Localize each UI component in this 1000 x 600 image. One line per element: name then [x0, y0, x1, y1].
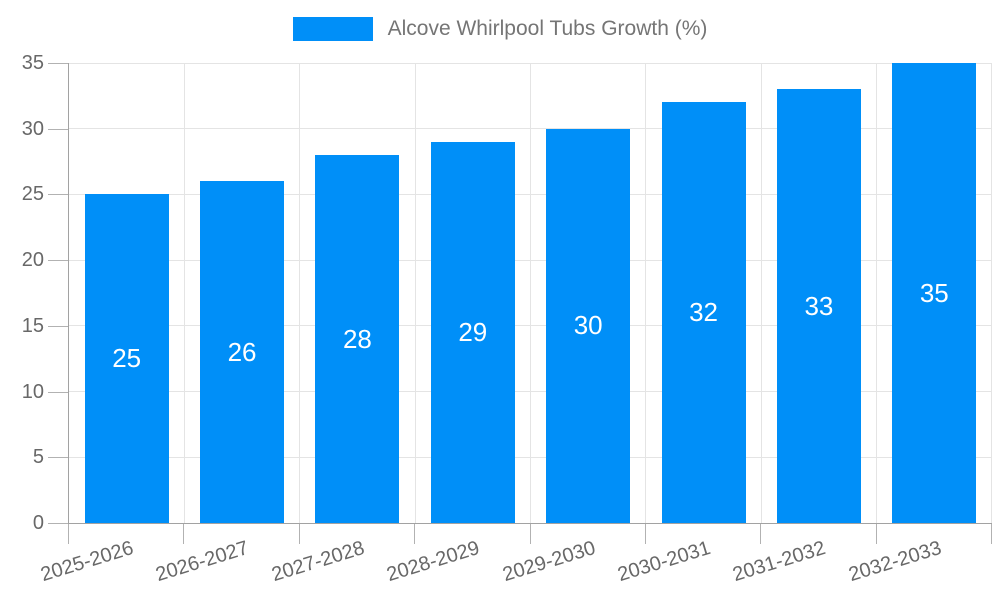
v-gridline: [991, 63, 992, 523]
bar-value-label: 32: [689, 297, 719, 328]
v-gridline: [876, 63, 878, 523]
plot-area: 25 26 28 29 30 32 33 35: [68, 63, 992, 524]
y-axis-tick-label: 30: [21, 117, 44, 140]
y-axis-tick-mark: [48, 63, 68, 64]
y-axis-tick-label: 10: [21, 380, 44, 403]
bar-2032-2033[interactable]: 35: [892, 63, 977, 523]
x-axis-tick-mark: [644, 524, 646, 544]
y-axis-tick-mark: [48, 194, 68, 196]
chart-legend[interactable]: Alcove Whirlpool Tubs Growth (%): [0, 17, 1000, 41]
y-axis-tick-mark: [48, 260, 68, 262]
v-gridline: [530, 63, 531, 523]
bar-value-label: 28: [342, 323, 372, 354]
bar-2030-2031[interactable]: 32: [661, 102, 746, 523]
legend-swatch-icon: [292, 17, 373, 41]
bar-value-label: 30: [573, 310, 603, 341]
x-axis-tick-label: 2031-2032: [730, 537, 829, 587]
v-gridline: [183, 63, 185, 523]
bar-value-label: 26: [227, 336, 257, 367]
y-axis-tick-label: 25: [21, 183, 44, 206]
bar-value-label: 25: [112, 343, 142, 374]
y-axis-tick-mark: [48, 523, 68, 524]
y-axis-tick-label: 5: [32, 446, 44, 469]
x-axis-tick-mark: [991, 524, 992, 544]
y-axis-tick-mark: [48, 457, 68, 459]
x-axis-tick-label: 2027-2028: [268, 537, 367, 587]
y-axis-tick-mark: [48, 391, 68, 393]
v-gridline: [414, 63, 416, 523]
y-axis-tick-mark: [48, 128, 68, 130]
x-axis-tick-label: 2025-2026: [38, 537, 137, 587]
v-gridline: [760, 63, 762, 523]
bar-value-label: 29: [458, 316, 488, 347]
y-axis-tick-label: 35: [21, 52, 44, 74]
bar-2027-2028[interactable]: 28: [315, 155, 400, 523]
y-axis-tick-mark: [48, 325, 68, 327]
y-axis-tick-label: 0: [32, 512, 44, 534]
x-axis-tick-label: 2026-2027: [153, 537, 252, 587]
bar-2028-2029[interactable]: 29: [430, 141, 515, 523]
x-axis-tick-mark: [414, 524, 416, 544]
y-axis-tick-label: 20: [21, 249, 44, 272]
v-gridline: [299, 63, 301, 523]
v-gridline: [645, 63, 647, 523]
bar-value-label: 33: [804, 290, 834, 321]
bar-2025-2026[interactable]: 25: [84, 194, 169, 523]
x-axis-tick-mark: [529, 524, 531, 544]
y-axis-tick-label: 15: [21, 314, 44, 337]
bar-2029-2030[interactable]: 30: [546, 128, 631, 523]
x-axis-tick-mark: [183, 524, 185, 544]
x-axis-tick-mark: [68, 524, 69, 544]
x-axis-tick-label: 2029-2030: [499, 537, 598, 587]
bar-2031-2032[interactable]: 33: [776, 89, 861, 523]
x-axis-tick-mark: [760, 524, 762, 544]
x-axis-tick-mark: [298, 524, 300, 544]
bar-value-label: 35: [919, 277, 949, 308]
bar-2026-2027[interactable]: 26: [200, 181, 285, 523]
x-axis-tick-mark: [875, 524, 877, 544]
x-axis-tick-label: 2028-2029: [384, 537, 483, 587]
x-axis-tick-label: 2030-2031: [615, 537, 713, 587]
legend-label: Alcove Whirlpool Tubs Growth (%): [387, 17, 708, 40]
x-axis-tick-label: 2032-2033: [845, 537, 944, 587]
